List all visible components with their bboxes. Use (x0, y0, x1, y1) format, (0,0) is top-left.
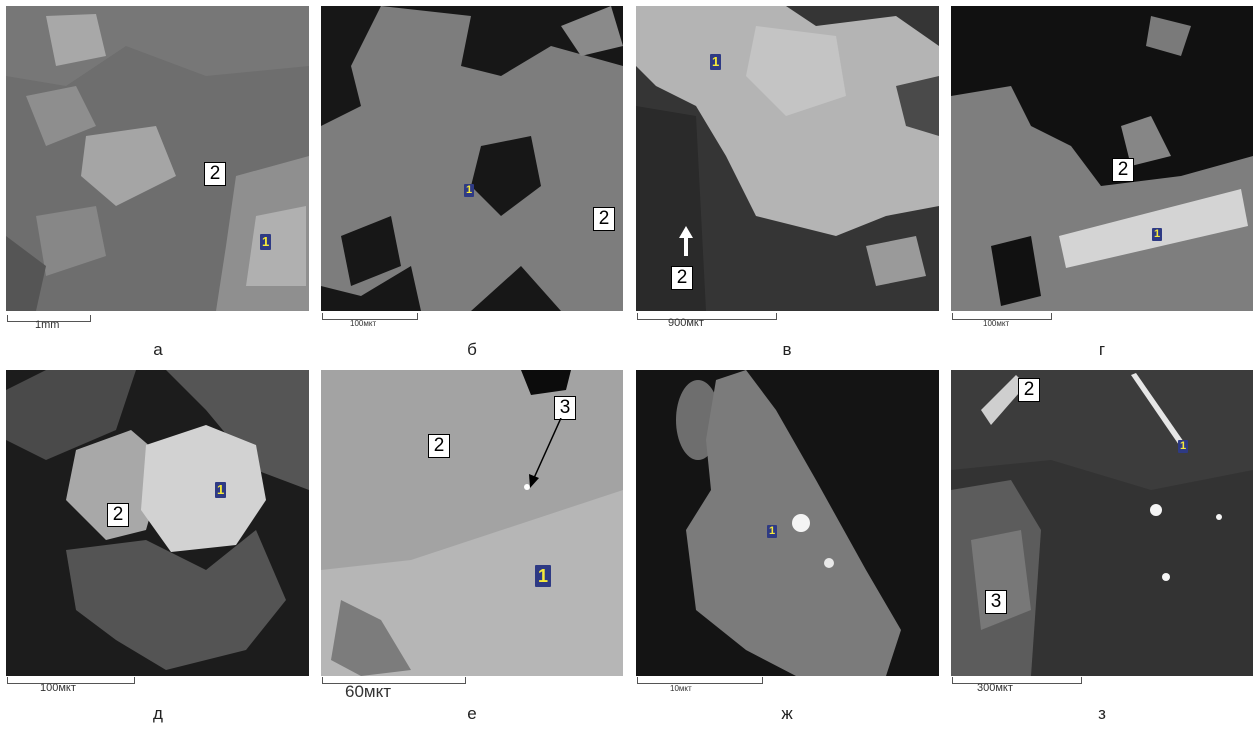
micrograph-b (321, 6, 623, 311)
phase-label-2: 2 (593, 207, 615, 231)
scale-bar-v (637, 313, 777, 320)
micrograph-e (321, 370, 623, 676)
micrograph-z (951, 370, 1253, 676)
panel-a-image: 2 1 (6, 6, 309, 311)
point-label-1: 1 (215, 482, 227, 498)
panel-caption-e: е (467, 704, 477, 723)
panel-b-image: 1 2 (321, 6, 623, 311)
panel-caption-a: а (153, 340, 163, 359)
phase-label-2: 2 (204, 162, 226, 186)
scale-bar-z (952, 677, 1082, 684)
micrograph-zh (636, 370, 939, 676)
panel-z-image: 2 1 3 (951, 370, 1253, 676)
panel-caption-v: в (782, 340, 792, 359)
micrograph-v (636, 6, 939, 311)
phase-label-2: 2 (671, 266, 693, 290)
panel-g-image: 2 1 (951, 6, 1253, 311)
scale-bar-g (952, 313, 1052, 320)
panel-d-image: 1 2 (6, 370, 309, 676)
phase-label-3: 3 (554, 396, 576, 420)
phase-label-2: 2 (107, 503, 129, 527)
scale-bar-zh (637, 677, 763, 684)
phase-label-2: 2 (1018, 378, 1040, 402)
scale-text-e: 60мкт (345, 682, 392, 701)
panel-zh-image: 1 (636, 370, 939, 676)
panel-caption-b: б (467, 340, 477, 359)
scale-bar-b (322, 313, 418, 320)
phase-label-2: 2 (428, 434, 450, 458)
panel-caption-d: д (153, 704, 163, 723)
scale-text-v: 900мкт (668, 317, 704, 329)
scale-text-z: 300мкт (977, 682, 1013, 694)
panel-caption-zh: ж (781, 704, 793, 723)
panel-caption-z: з (1098, 704, 1106, 723)
panel-v-image: 1 2 (636, 6, 939, 311)
point-label-1: 1 (260, 234, 272, 250)
arrow-icon (679, 226, 693, 256)
point-label-1: 1 (1152, 228, 1163, 241)
scale-bar-d (7, 677, 135, 684)
point-label-1: 1 (464, 184, 475, 197)
scale-bar-e (322, 677, 466, 684)
micrograph-d (6, 370, 309, 676)
scale-text-g: 100мкт (983, 319, 1010, 328)
arrow-icon (529, 418, 562, 488)
point-label-1: 1 (767, 525, 778, 538)
point-label-1: 1 (535, 565, 552, 587)
point-label-1: 1 (1178, 440, 1189, 453)
micrograph-a (6, 6, 309, 311)
phase-label-3: 3 (985, 590, 1007, 614)
scale-text-a: 1mm (35, 319, 60, 331)
panel-e-image: 2 3 1 (321, 370, 623, 676)
scale-text-b: 100мкт (350, 319, 377, 328)
scale-bar-a (7, 315, 91, 322)
point-label-1: 1 (710, 54, 722, 70)
micrograph-g (951, 6, 1253, 311)
scale-text-zh: 10мкт (670, 684, 692, 693)
panel-caption-g: г (1098, 340, 1106, 359)
phase-label-2: 2 (1112, 158, 1134, 182)
scale-text-d: 100мкт (40, 682, 76, 694)
